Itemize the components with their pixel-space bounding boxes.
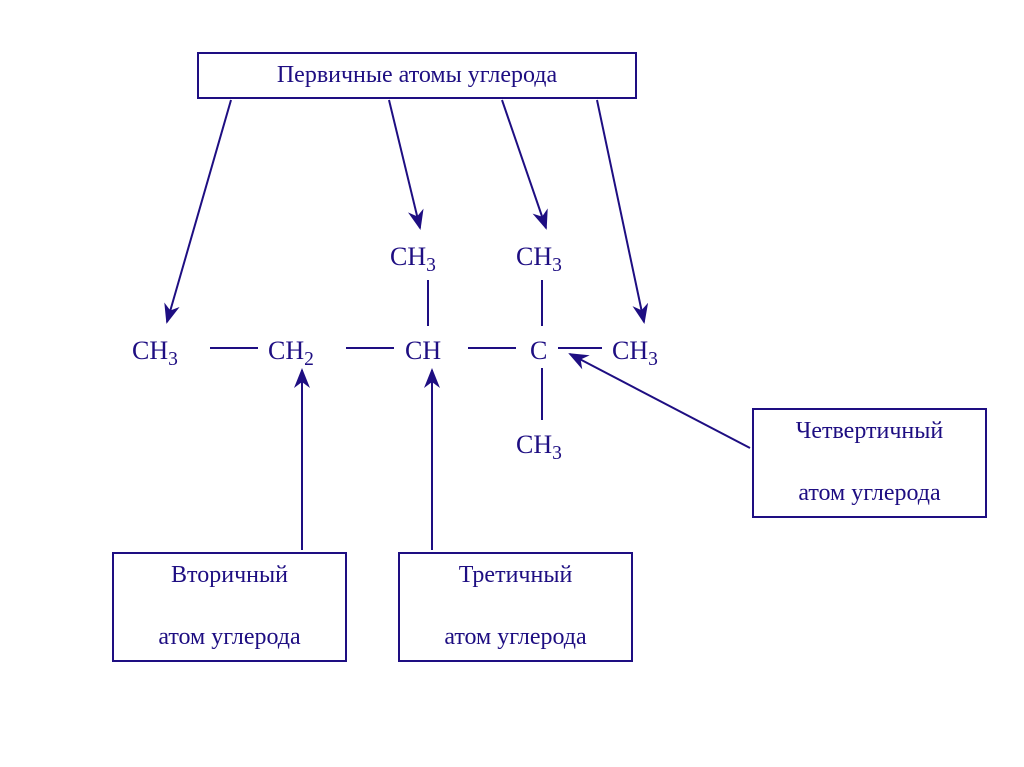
- quaternary-label-box: Четвертичный атом углерода: [752, 408, 987, 518]
- chem-group-c1: CH3: [132, 336, 178, 366]
- chem-group-c5: CH3: [612, 336, 658, 366]
- secondary-label-line1: Вторичный: [171, 560, 288, 591]
- tertiary-label-box: Третичный атом углерода: [398, 552, 633, 662]
- quaternary-label-line2: атом углерода: [798, 478, 940, 509]
- chem-group-c3: CH: [405, 336, 441, 366]
- quaternary-label-line1: Четвертичный: [796, 416, 943, 447]
- chem-group-c2: CH2: [268, 336, 314, 366]
- chem-group-t4: CH3: [516, 242, 562, 272]
- tertiary-label-line2: атом углерода: [444, 622, 586, 653]
- chem-group-c4: C: [530, 336, 547, 366]
- chem-group-b4: CH3: [516, 430, 562, 460]
- arrow-primary-to-c1: [167, 100, 231, 322]
- arrows-group: [167, 100, 750, 550]
- chem-group-t3: CH3: [390, 242, 436, 272]
- arrow-primary-to-t3: [389, 100, 420, 228]
- arrow-quaternary-to-c4: [570, 354, 750, 448]
- secondary-label-box: Вторичный атом углерода: [112, 552, 347, 662]
- tertiary-label-line1: Третичный: [459, 560, 573, 591]
- arrow-primary-to-t4: [502, 100, 546, 228]
- primary-label-box: Первичные атомы углерода: [197, 52, 637, 99]
- primary-label-text: Первичные атомы углерода: [277, 60, 557, 91]
- secondary-label-line2: атом углерода: [158, 622, 300, 653]
- arrow-primary-to-c5: [597, 100, 644, 322]
